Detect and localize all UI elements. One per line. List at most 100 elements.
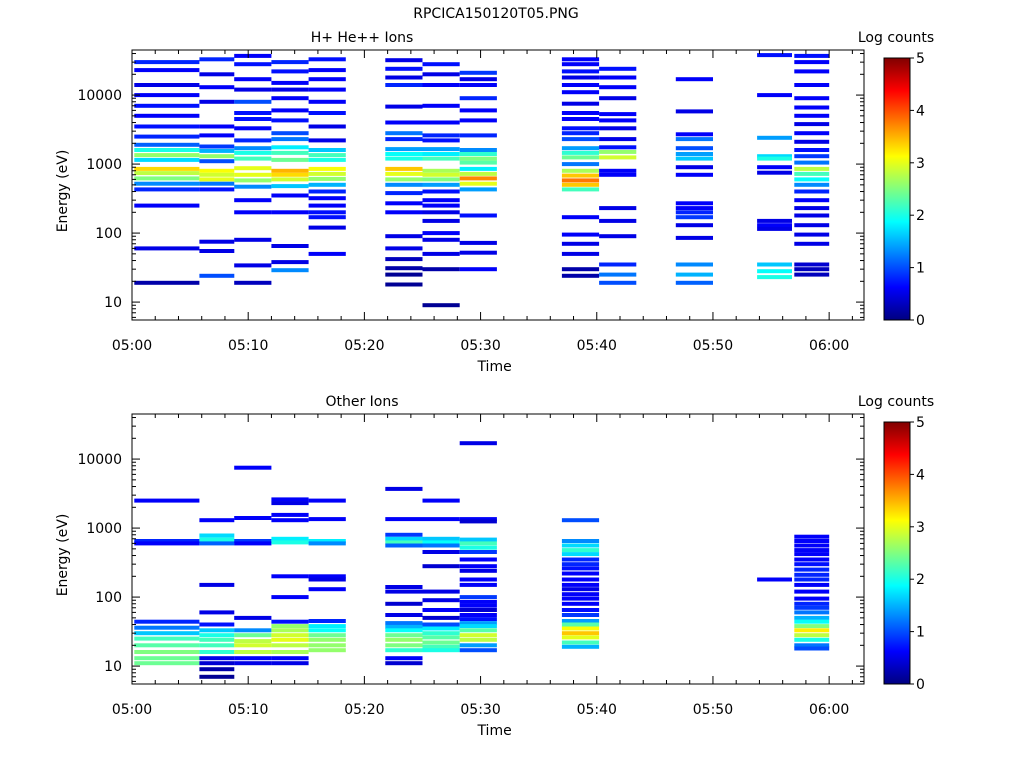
colorbar-tick-label: 1 (916, 625, 925, 641)
heatmap-cell (459, 187, 497, 192)
heatmap-cell (308, 587, 346, 592)
heatmap-cell (308, 539, 346, 543)
colorbar-label: Log counts (858, 30, 934, 46)
heatmap-cell (199, 85, 235, 90)
heatmap-cell (134, 142, 200, 147)
heatmap-cell (385, 131, 423, 136)
heatmap-cell (234, 639, 272, 644)
heatmap-cell (385, 58, 423, 63)
heatmap-cell (561, 178, 600, 183)
heatmap-cell (422, 267, 460, 272)
heatmap-cell (271, 268, 309, 273)
heatmap-cell (199, 610, 235, 615)
heatmap-cell (134, 498, 200, 503)
heatmap-cell (675, 146, 713, 151)
heatmap-cell (234, 172, 272, 177)
heatmap-cell (234, 77, 272, 82)
heatmap-cell (271, 157, 309, 162)
x-tick-label: 06:00 (809, 702, 849, 718)
colorbar-tick-label: 3 (916, 520, 925, 536)
heatmap-cell (459, 166, 497, 171)
heatmap-cell (385, 648, 423, 653)
heatmap-cell (561, 571, 600, 576)
heatmap-cell (422, 218, 460, 223)
heatmap-cell (308, 182, 346, 187)
heatmap-cell (757, 262, 792, 267)
colorbar (883, 57, 911, 321)
heatmap-cell (234, 210, 272, 215)
heatmap-cell (459, 613, 497, 617)
heatmap-cell (234, 615, 272, 620)
heatmap-cell (385, 201, 423, 206)
heatmap-cell (794, 60, 830, 65)
heatmap-cell (561, 613, 600, 617)
heatmap-cell (459, 568, 497, 573)
heatmap-cell (599, 280, 637, 285)
heatmap-cell (794, 582, 830, 587)
heatmap-cell (675, 132, 713, 137)
heatmap-cell (794, 596, 830, 601)
heatmap-cell (199, 674, 235, 679)
heatmap-cell (271, 69, 309, 74)
heatmap-cell (599, 234, 637, 239)
heatmap-cell (675, 206, 713, 211)
heatmap-cell (199, 124, 235, 129)
heatmap-cell (757, 154, 792, 159)
heatmap-cells (134, 53, 830, 308)
heatmap-cell (561, 640, 600, 645)
heatmap-cell (561, 173, 600, 178)
heatmap-cell (271, 628, 309, 633)
heatmap-cell (234, 628, 272, 633)
heatmap-cell (794, 624, 830, 629)
heatmap-cell (199, 643, 235, 648)
heatmap-cell (385, 543, 423, 548)
heatmap-cell (199, 148, 235, 153)
heatmap-cell (234, 99, 272, 104)
heatmap-cell (794, 643, 830, 648)
heatmap-cell (199, 57, 235, 62)
heatmap-cell (599, 218, 637, 223)
heatmap-cell (199, 154, 235, 159)
heatmap-cell (422, 198, 460, 203)
heatmap-cell (561, 273, 600, 278)
heatmap-cell (199, 622, 235, 627)
heatmap-cell (308, 624, 346, 629)
colorbar-tick-label: 5 (916, 51, 925, 67)
heatmap-cell (271, 497, 309, 502)
heatmap-cell (308, 124, 346, 129)
heatmap-cell (134, 280, 200, 285)
heatmap-cell (794, 610, 830, 615)
heatmap-cell (271, 540, 309, 545)
heatmap-cell (599, 118, 637, 123)
heatmap-cell (422, 251, 460, 256)
colorbar-label: Log counts (858, 394, 934, 410)
heatmap-cell (271, 60, 309, 65)
heatmap-cell (199, 582, 235, 587)
colorbar-tick-label: 4 (916, 103, 925, 119)
heatmap-cell (459, 648, 497, 653)
heatmap-cell (561, 215, 600, 220)
heatmap-cell (459, 621, 497, 626)
heatmap-cell (234, 126, 272, 131)
heatmap-cell (134, 93, 200, 98)
heatmap-cell (134, 661, 200, 666)
heatmap-cell (459, 160, 497, 165)
heatmap-cell (271, 145, 309, 150)
heatmap-cell (794, 171, 830, 176)
heatmap-cell (385, 75, 423, 80)
heatmap-cell (234, 150, 272, 155)
heatmap-cell (271, 108, 309, 113)
heatmap-cell (422, 644, 460, 649)
heatmap-cell (234, 111, 272, 115)
heatmap-cell (561, 518, 600, 523)
heatmap-cell (757, 218, 792, 223)
heatmap-cell (794, 601, 830, 606)
heatmap-cell (794, 148, 830, 152)
heatmap-cell (134, 246, 200, 251)
heatmap-cell (794, 262, 830, 267)
heatmap-cell (134, 643, 200, 648)
heatmap-cell (561, 126, 600, 131)
heatmap-cell (561, 587, 600, 592)
heatmap-cell (794, 160, 830, 165)
heatmap-cell (422, 615, 460, 620)
